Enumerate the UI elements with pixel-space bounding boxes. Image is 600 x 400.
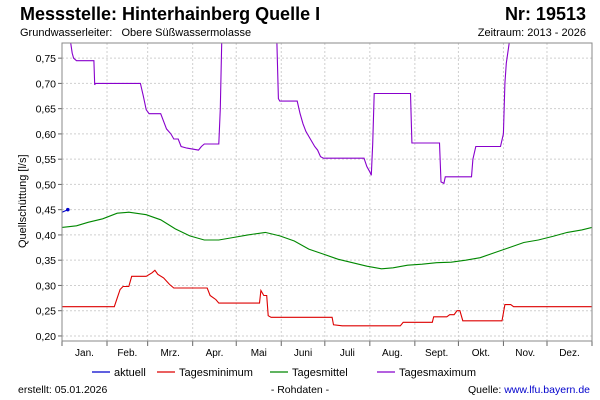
chart-title: Messstelle: Hinterhainberg Quelle I bbox=[20, 4, 321, 24]
y-tick-label: 0,40 bbox=[36, 230, 57, 242]
y-axis: 0,20 0,25 0,30 0,35 0,40 0,45 0,50 0,55 0,60 0,65… bbox=[36, 53, 62, 343]
x-tick-label: Sept. bbox=[425, 348, 448, 359]
created-date: erstellt: 05.01.2026 bbox=[18, 384, 108, 396]
period-info: Zeitraum: 2013 - 2026 bbox=[477, 27, 586, 39]
x-tick-label: Jan. bbox=[75, 348, 94, 359]
x-tick-label: Feb. bbox=[117, 348, 137, 359]
legend-label: Tagesmittel bbox=[292, 367, 348, 379]
aquifer-label: Grundwasserleiter: bbox=[20, 27, 113, 39]
y-tick-label: 0,60 bbox=[36, 129, 57, 141]
x-tick-label: Okt. bbox=[472, 348, 490, 359]
y-tick-label: 0,30 bbox=[36, 280, 57, 292]
plot-frame bbox=[61, 42, 593, 342]
y-tick-label: 0,65 bbox=[36, 104, 57, 116]
series-group bbox=[62, 43, 592, 327]
y-axis-label: Quellschüttung [l/s] bbox=[17, 154, 29, 248]
x-tick-label: Mrz. bbox=[160, 348, 179, 359]
current-point bbox=[66, 207, 70, 212]
y-tick-label: 0,50 bbox=[36, 179, 57, 191]
legend-label: aktuell bbox=[114, 367, 146, 379]
x-tick-label: Juni bbox=[294, 348, 312, 359]
x-tick-label: Apr. bbox=[206, 348, 224, 359]
rawdata-note: - Rohdaten - bbox=[270, 384, 330, 396]
series-line-tagesmaximum bbox=[70, 43, 510, 185]
series-line-tagesmittel bbox=[62, 211, 592, 270]
x-tick-label: Dez. bbox=[559, 348, 580, 359]
aquifer-value: Obere Süßwassermolasse bbox=[121, 27, 252, 39]
source-info: Quelle: www.lfu.bayern.de bbox=[468, 384, 590, 396]
source-link[interactable]: www.lfu.bayern.de bbox=[504, 384, 590, 396]
x-tick-label: Mai bbox=[251, 348, 267, 359]
y-tick-label: 0,70 bbox=[36, 78, 57, 90]
series-line-tagesminimum bbox=[62, 269, 592, 327]
x-tick-label: Aug. bbox=[382, 348, 403, 359]
y-tick-label: 0,20 bbox=[36, 331, 57, 343]
aquifer-info: Grundwasserleiter: Obere Süßwassermolass… bbox=[20, 27, 251, 39]
station-number: Nr: 19513 bbox=[504, 4, 586, 24]
x-axis: Jan. Feb. Mrz. Apr. Mai Juni Juli Aug. Sept. Okt.… bbox=[61, 341, 593, 359]
legend-label: Tagesmaximum bbox=[399, 367, 476, 379]
y-tick-label: 0,45 bbox=[36, 205, 57, 217]
source-label: Quelle: bbox=[468, 384, 505, 396]
y-tick-label: 0,35 bbox=[36, 255, 57, 267]
x-tick-label: Nov. bbox=[515, 348, 535, 359]
x-tick-label: Juli bbox=[340, 348, 355, 359]
y-tick-label: 0,55 bbox=[36, 154, 57, 166]
y-tick-label: 0,75 bbox=[36, 53, 57, 65]
y-tick-label: 0,25 bbox=[36, 306, 57, 318]
legend-label: Tagesminimum bbox=[179, 367, 253, 379]
legend: aktuell Tagesminimum Tagesmittel Tagesmaxim… bbox=[92, 367, 476, 379]
